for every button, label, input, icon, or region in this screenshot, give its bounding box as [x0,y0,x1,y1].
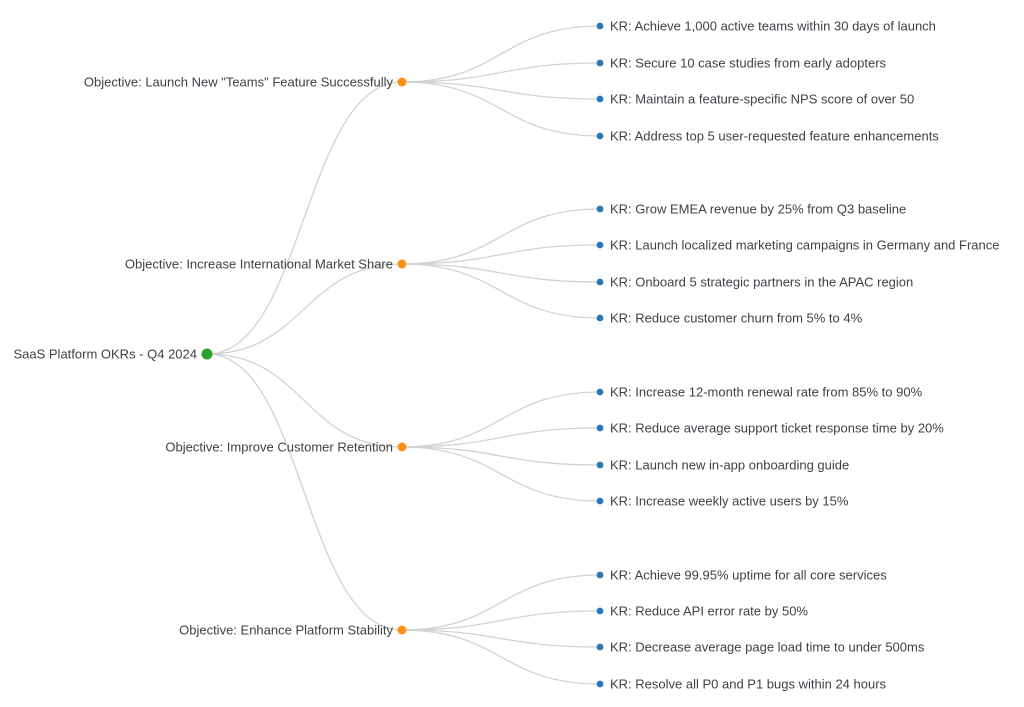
kr-dot-2-1[interactable] [596,424,604,432]
kr-node-dots [596,22,604,688]
kr-node-label-2-3[interactable]: KR: Increase weekly active users by 15% [610,493,849,509]
edge-objective-1-kr-2 [401,263,601,283]
edge-objective-0-kr-3 [401,81,601,137]
kr-node-label-2-1[interactable]: KR: Reduce average support ticket respon… [610,420,944,436]
kr-dot-0-1[interactable] [596,59,604,67]
kr-node-label-2-0[interactable]: KR: Increase 12-month renewal rate from … [610,384,923,400]
kr-dot-1-1[interactable] [596,241,604,249]
kr-dot-1-0[interactable] [596,205,604,213]
edge-root-objective-2 [206,353,403,448]
edge-root-objective-0 [206,81,403,355]
kr-dot-0-0[interactable] [596,22,604,30]
kr-node-label-0-3[interactable]: KR: Address top 5 user-requested feature… [610,128,939,144]
kr-dot-3-3[interactable] [596,680,604,688]
kr-node-label-3-0[interactable]: KR: Achieve 99.95% uptime for all core s… [610,567,887,583]
kr-node-label-2-2[interactable]: KR: Launch new in-app onboarding guide [610,457,850,473]
objective-dot-3[interactable] [397,625,407,635]
edge-objective-2-kr-0 [401,391,601,448]
kr-dot-3-0[interactable] [596,571,604,579]
edge-objective-3-kr-1 [401,610,601,631]
edge-objective-3-kr-0 [401,574,601,631]
objective-node-label-1[interactable]: Objective: Increase International Market… [124,256,393,272]
kr-dot-2-0[interactable] [596,388,604,396]
edge-root-objective-1 [206,263,403,355]
edge-objective-1-kr-0 [401,208,601,265]
root-node-dot[interactable] [201,348,213,360]
kr-node-label-0-0[interactable]: KR: Achieve 1,000 active teams within 30… [610,18,936,34]
edge-objective-1-kr-1 [401,244,601,265]
objective-node-label-0[interactable]: Objective: Launch New "Teams" Feature Su… [83,74,393,90]
kr-dot-3-2[interactable] [596,643,604,651]
kr-node-label-3-3[interactable]: KR: Resolve all P0 and P1 bugs within 24… [610,676,887,692]
kr-dot-2-2[interactable] [596,461,604,469]
kr-node-label-1-1[interactable]: KR: Launch localized marketing campaigns… [610,237,1000,253]
kr-dot-2-3[interactable] [596,497,604,505]
objective-node-dots [397,77,407,635]
objective-dot-1[interactable] [397,259,407,269]
kr-node-label-1-3[interactable]: KR: Reduce customer churn from 5% to 4% [610,310,863,326]
kr-node-label-1-0[interactable]: KR: Grow EMEA revenue by 25% from Q3 bas… [610,201,907,217]
link-lines [206,25,601,685]
edge-objective-0-kr-1 [401,62,601,83]
kr-dot-1-3[interactable] [596,314,604,322]
edge-objective-1-kr-3 [401,263,601,319]
edge-objective-2-kr-2 [401,446,601,466]
objective-node-label-2[interactable]: Objective: Improve Customer Retention [165,439,393,455]
edge-root-objective-3 [206,353,403,631]
objective-dot-0[interactable] [397,77,407,87]
kr-dot-3-1[interactable] [596,607,604,615]
edge-objective-3-kr-3 [401,629,601,685]
edge-objective-2-kr-1 [401,427,601,448]
edge-objective-3-kr-2 [401,629,601,648]
objective-node-label-3[interactable]: Objective: Enhance Platform Stability [179,622,393,638]
kr-node-label-1-2[interactable]: KR: Onboard 5 strategic partners in the … [610,274,914,290]
kr-dot-0-3[interactable] [596,132,604,140]
edge-objective-0-kr-2 [401,81,601,100]
edge-objective-2-kr-3 [401,446,601,502]
kr-dot-0-2[interactable] [596,95,604,103]
kr-node-label-0-2[interactable]: KR: Maintain a feature-specific NPS scor… [610,91,915,107]
kr-node-label-3-1[interactable]: KR: Reduce API error rate by 50% [610,603,808,619]
objective-dot-2[interactable] [397,442,407,452]
kr-node-label-0-1[interactable]: KR: Secure 10 case studies from early ad… [610,55,887,71]
root-node-label[interactable]: SaaS Platform OKRs - Q4 2024 [13,346,197,362]
edge-objective-0-kr-0 [401,25,601,83]
kr-dot-1-2[interactable] [596,278,604,286]
kr-node-label-3-2[interactable]: KR: Decrease average page load time to u… [610,639,925,655]
